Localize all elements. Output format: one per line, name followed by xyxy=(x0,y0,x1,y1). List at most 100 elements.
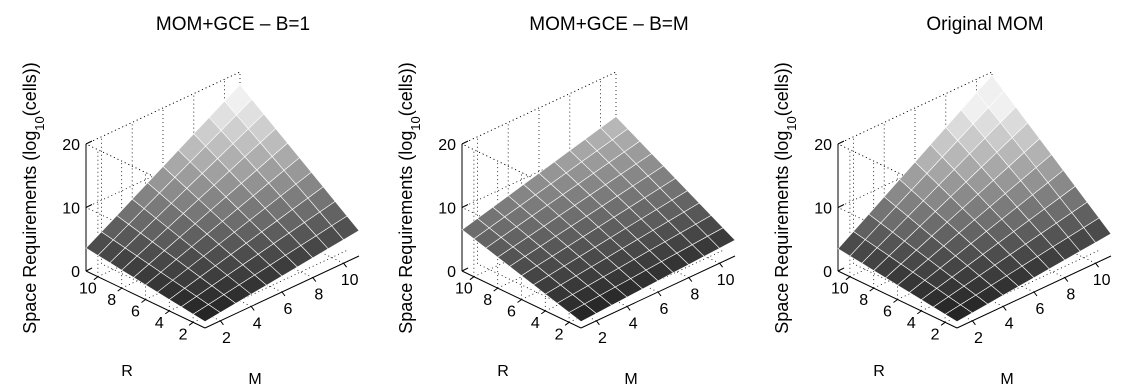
y-axis-label: R xyxy=(121,363,133,380)
y-tick-label: 8 xyxy=(107,292,116,309)
z-tick-label: 20 xyxy=(814,137,832,154)
x-tick-label: 2 xyxy=(222,330,231,347)
y-tick-label: 8 xyxy=(483,292,492,309)
x-tick-mark xyxy=(719,262,724,268)
z-axis-label: Space Requirements (log10(cells)) xyxy=(772,62,799,334)
z-tick-mark xyxy=(837,140,845,145)
grid-line xyxy=(837,71,993,145)
x-tick-mark xyxy=(1095,262,1100,268)
z-axis-label-tail: (cells)) xyxy=(20,62,40,116)
y-tick-label: 2 xyxy=(555,326,564,343)
y-tick-mark xyxy=(165,310,170,315)
x-tick-mark xyxy=(657,291,662,297)
z-axis-label-main: Space Requirements (log xyxy=(20,131,40,334)
y-tick-mark xyxy=(869,287,874,292)
x-tick-mark xyxy=(1033,291,1038,297)
x-tick-mark xyxy=(1002,306,1007,311)
z-tick-label: 20 xyxy=(62,137,80,154)
z-tick-mark xyxy=(85,140,93,145)
grid-line xyxy=(85,71,241,145)
y-tick-label: 10 xyxy=(79,281,97,298)
z-tick-label: 20 xyxy=(438,137,456,154)
y-tick-mark xyxy=(940,321,946,326)
surface-patch xyxy=(707,227,736,249)
y-tick-label: 6 xyxy=(131,304,140,321)
x-tick-mark xyxy=(1064,277,1069,282)
chart-panel-2: MOM+GCE – B=M Space Requirements (log10(… xyxy=(396,14,736,388)
y-tick-mark xyxy=(141,299,146,303)
z-tick-mark xyxy=(85,267,93,272)
y-tick-mark xyxy=(117,287,122,292)
y-tick-mark xyxy=(541,310,546,315)
chart-panel-3: Original MOM Space Requirements (log10(c… xyxy=(772,14,1112,388)
x-tick-mark xyxy=(343,262,348,268)
y-tick-mark xyxy=(469,276,475,281)
x-tick-label: 8 xyxy=(690,287,699,304)
grid-line xyxy=(461,71,617,145)
x-tick-label: 4 xyxy=(629,315,638,332)
x-tick-label: 2 xyxy=(974,330,983,347)
x-tick-mark xyxy=(281,291,286,297)
y-tick-label: 4 xyxy=(907,315,916,332)
y-tick-label: 10 xyxy=(455,281,473,298)
x-axis-label: M xyxy=(248,371,261,388)
x-tick-label: 4 xyxy=(253,315,262,332)
z-tick-mark xyxy=(837,267,845,272)
z-axis-label-sub: 10 xyxy=(784,116,799,130)
z-tick-mark xyxy=(461,140,469,145)
x-tick-label: 6 xyxy=(1036,301,1045,318)
x-tick-label: 6 xyxy=(284,301,293,318)
x-tick-label: 8 xyxy=(1066,287,1075,304)
z-axis-label-main: Space Requirements (log xyxy=(396,131,416,334)
z-tick-label: 10 xyxy=(438,201,456,218)
x-tick-mark xyxy=(595,320,600,326)
z-tick-mark xyxy=(461,204,469,208)
surface-patch xyxy=(1083,217,1112,243)
z-tick-label: 10 xyxy=(62,201,80,218)
x-tick-label: 4 xyxy=(1005,315,1014,332)
x-tick-label: 2 xyxy=(598,330,607,347)
x-tick-label: 10 xyxy=(341,272,359,289)
y-tick-label: 6 xyxy=(507,304,516,321)
grid-line xyxy=(461,135,617,208)
y-tick-mark xyxy=(517,299,522,303)
y-tick-label: 8 xyxy=(859,292,868,309)
z-tick-label: 10 xyxy=(814,201,832,218)
z-tick-mark xyxy=(85,204,93,208)
z-axis-label: Space Requirements (log10(cells)) xyxy=(20,62,47,334)
z-axis-label-tail: (cells)) xyxy=(396,62,416,116)
z-tick-label: 0 xyxy=(71,264,80,281)
chart-title: MOM+GCE – B=M xyxy=(529,14,688,35)
chart-title: MOM+GCE – B=1 xyxy=(156,14,310,35)
z-axis-label-main: Space Requirements (log xyxy=(772,131,792,334)
x-tick-label: 10 xyxy=(1093,272,1111,289)
y-tick-label: 4 xyxy=(531,315,540,332)
z-tick-mark xyxy=(837,204,845,208)
z-axis-label: Space Requirements (log10(cells)) xyxy=(396,62,423,334)
y-tick-label: 4 xyxy=(155,315,164,332)
x-axis-label: M xyxy=(1000,371,1013,388)
y-tick-mark xyxy=(845,276,851,281)
surface-patch xyxy=(331,215,360,241)
chart-title: Original MOM xyxy=(926,14,1043,35)
x-axis-label: M xyxy=(624,371,637,388)
z-tick-label: 0 xyxy=(447,264,456,281)
z-tick-mark xyxy=(461,267,469,272)
z-axis-label-sub: 10 xyxy=(408,116,423,130)
x-tick-label: 6 xyxy=(660,301,669,318)
y-tick-label: 6 xyxy=(883,304,892,321)
y-tick-mark xyxy=(493,287,498,292)
x-tick-mark xyxy=(688,277,693,282)
y-tick-mark xyxy=(917,310,922,315)
y-tick-label: 10 xyxy=(831,281,849,298)
y-tick-mark xyxy=(893,299,898,303)
y-tick-mark xyxy=(564,321,570,326)
y-axis-label: R xyxy=(497,363,509,380)
x-tick-mark xyxy=(219,320,224,326)
z-tick-label: 0 xyxy=(823,264,832,281)
x-tick-mark xyxy=(250,306,255,311)
x-tick-mark xyxy=(312,277,317,282)
x-tick-mark xyxy=(971,320,976,326)
y-tick-label: 2 xyxy=(931,326,940,343)
